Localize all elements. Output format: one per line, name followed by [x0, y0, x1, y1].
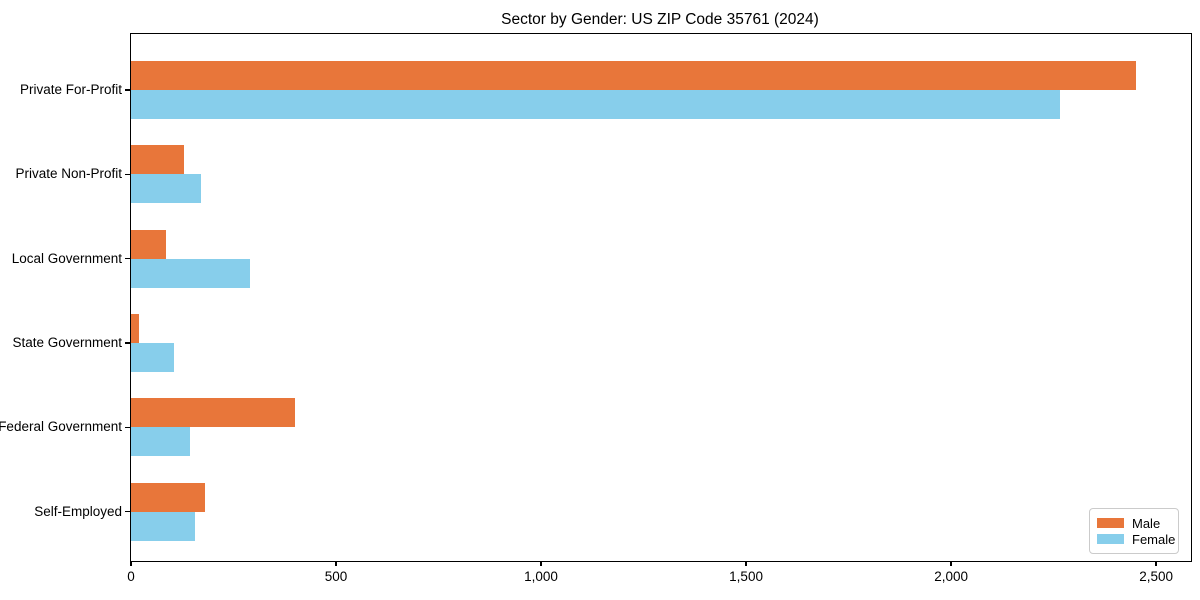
legend-row-male: Male [1097, 516, 1171, 531]
y-axis-category-label: Private Non-Profit [15, 166, 122, 182]
x-axis-tick-label: 1,500 [729, 569, 763, 584]
bar-male-self-employed [131, 482, 205, 512]
legend-label-male: Male [1132, 515, 1161, 531]
legend-male-swatch-icon [1097, 518, 1124, 528]
x-axis-tick-label: 2,500 [1139, 569, 1174, 584]
y-axis-tick [125, 510, 131, 513]
x-axis-tick [130, 561, 132, 566]
x-axis-tick [745, 561, 747, 566]
x-axis-tick [950, 561, 952, 566]
bar-male-local-government [131, 229, 166, 259]
bar-female-federal-government [131, 427, 191, 457]
y-axis-tick [125, 426, 131, 428]
legend-row-female: Female [1097, 532, 1175, 547]
bar-male-private-non-profit [131, 145, 185, 175]
bar-male-state-government [131, 313, 140, 343]
legend: Male Female [1089, 508, 1179, 554]
x-axis-tick [540, 561, 542, 566]
y-axis-tick [125, 173, 131, 176]
plot-area: Private For-Profit Private Non-Profit Loca… [0, 33, 1192, 584]
y-axis-tick [125, 89, 131, 91]
x-axis-tick-label: 500 [324, 569, 348, 584]
x-axis-tick [1155, 561, 1157, 566]
bar-female-state-government [131, 342, 175, 372]
chart-title: Sector by Gender: US ZIP Code 35761 (202… [501, 11, 819, 28]
y-axis-category-label: Local Government [11, 250, 122, 266]
bar-male-private-for-profit [131, 61, 1136, 90]
bar-female-private-non-profit [131, 174, 201, 204]
bar-female-local-government [131, 258, 250, 288]
legend-female-swatch-icon [1097, 534, 1124, 544]
y-axis-tick [125, 342, 131, 344]
x-axis-tick-label: 0 [127, 569, 135, 584]
y-axis-tick [125, 257, 131, 260]
legend-label-female: Female [1132, 531, 1176, 547]
y-axis-category-label: Self-Employed [34, 503, 122, 519]
bar-female-self-employed [131, 511, 195, 541]
y-axis-category-label: State Government [12, 334, 122, 350]
x-axis-tick [335, 561, 337, 566]
x-axis-tick-label: 2,000 [934, 569, 968, 584]
x-axis-tick-label: 1,000 [524, 569, 558, 584]
y-axis-category-label: Federal Government [0, 419, 122, 435]
bar-female-private-for-profit [131, 90, 1060, 119]
y-axis-category-label: Private For-Profit [19, 82, 122, 97]
bar-male-federal-government [131, 398, 296, 428]
